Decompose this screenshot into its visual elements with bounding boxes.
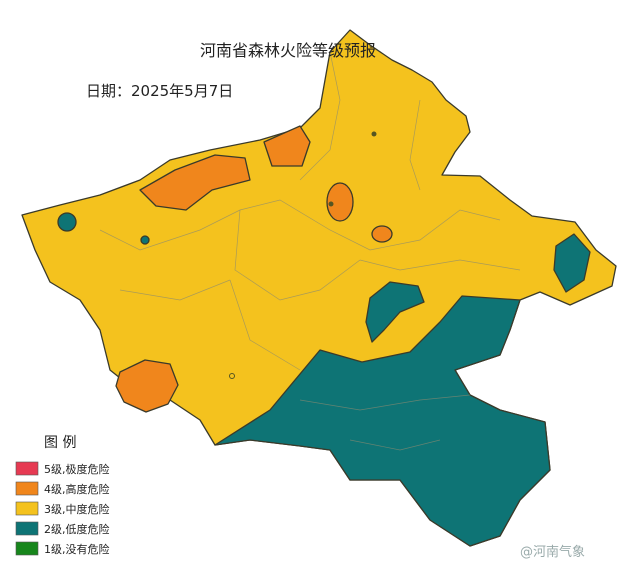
boundary-lines — [99, 51, 521, 451]
legend-swatch — [15, 521, 39, 536]
region-level-4 — [139, 154, 251, 211]
legend-swatch — [15, 481, 39, 496]
legend-swatch — [15, 501, 39, 516]
legend-label: 5级,极度危险 — [44, 462, 110, 476]
legend: 图 例 5级,极度危险 4级,高度危险 3级,中度危险 2级,低度危险 1级,没有危险 — [15, 435, 110, 556]
legend-label: 3级,中度危险 — [44, 502, 110, 516]
city-marker — [229, 373, 235, 379]
legend-label: 1级,没有危险 — [44, 542, 110, 556]
legend-swatch — [15, 541, 39, 556]
region-level-2 — [214, 295, 551, 547]
legend-label: 2级,低度危险 — [44, 522, 110, 536]
legend-swatch — [15, 461, 39, 476]
legend-title: 图 例 — [44, 435, 76, 451]
region-level-2 — [365, 281, 425, 343]
region-level-2 — [553, 233, 591, 293]
region-level-4 — [263, 125, 311, 167]
city-marker — [328, 201, 334, 207]
region-level-2 — [140, 235, 150, 245]
province-map — [21, 29, 617, 547]
region-level-2 — [57, 212, 77, 232]
map-title: 河南省森林火险等级预报 — [200, 41, 376, 60]
watermark: @河南气象 — [520, 544, 585, 560]
region-level-4 — [326, 182, 354, 222]
city-marker — [371, 131, 377, 137]
legend-label: 4级,高度危险 — [44, 482, 110, 496]
region-level-4 — [371, 225, 393, 243]
region-level-4 — [115, 359, 179, 413]
map-date: 日期：2025年5月7日 — [86, 82, 233, 100]
